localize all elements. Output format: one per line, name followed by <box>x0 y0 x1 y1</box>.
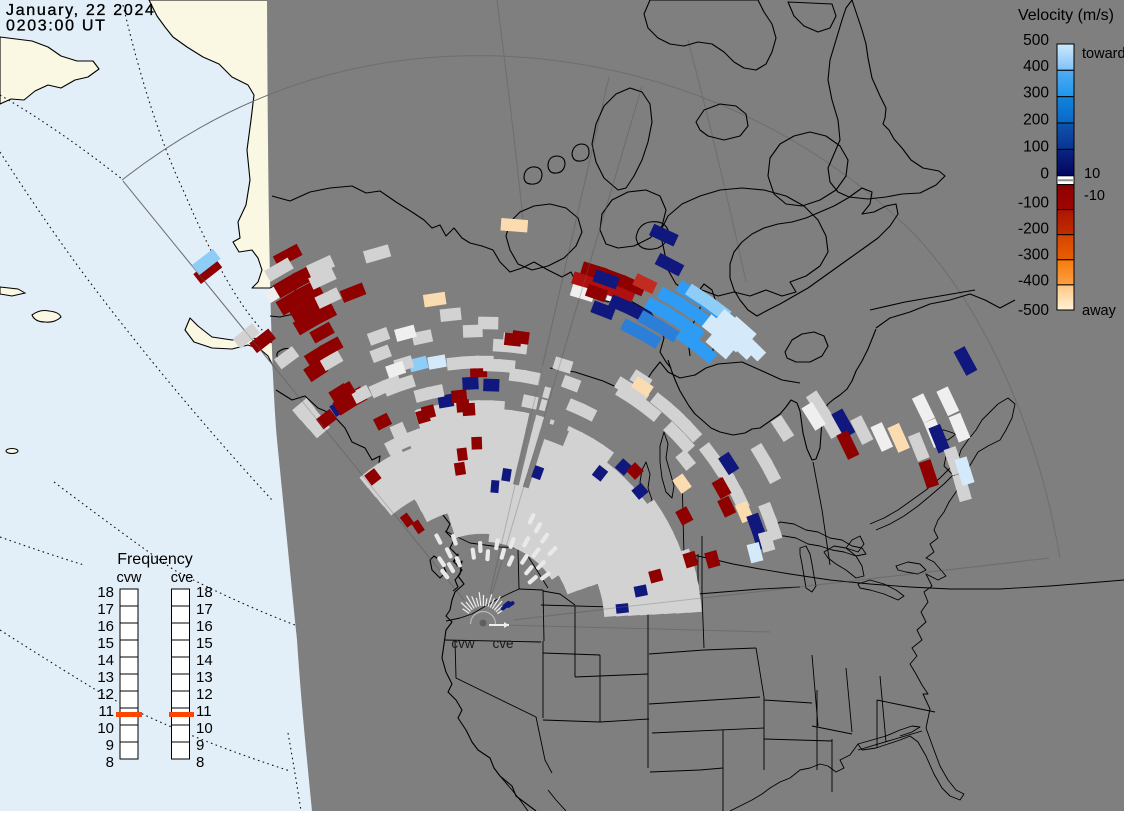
svg-text:18: 18 <box>196 584 213 601</box>
svg-text:16: 16 <box>97 618 114 635</box>
svg-text:0: 0 <box>1040 166 1049 183</box>
svg-text:cvw: cvw <box>117 570 143 586</box>
svg-text:17: 17 <box>97 601 114 618</box>
svg-text:-300: -300 <box>1018 247 1049 264</box>
svg-text:toward: toward <box>1082 46 1124 62</box>
svg-text:11: 11 <box>98 703 114 720</box>
svg-text:January, 22 2024: January, 22 2024 <box>6 2 156 19</box>
svg-text:300: 300 <box>1023 85 1049 102</box>
svg-text:12: 12 <box>196 686 213 703</box>
svg-text:Frequency: Frequency <box>117 551 193 568</box>
svg-text:-400: -400 <box>1018 273 1049 290</box>
svg-text:-500: -500 <box>1018 302 1049 319</box>
svg-text:Velocity (m/s): Velocity (m/s) <box>1018 7 1114 24</box>
svg-text:16: 16 <box>196 618 213 635</box>
svg-text:200: 200 <box>1023 112 1049 129</box>
svg-text:10: 10 <box>1084 166 1100 182</box>
svg-text:500: 500 <box>1023 32 1049 49</box>
svg-text:0203:00 UT: 0203:00 UT <box>6 18 107 35</box>
svg-text:10: 10 <box>196 720 213 737</box>
svg-text:17: 17 <box>196 601 213 618</box>
svg-text:8: 8 <box>106 754 114 771</box>
svg-text:10: 10 <box>97 720 114 737</box>
svg-text:11: 11 <box>196 703 212 720</box>
svg-text:-10: -10 <box>1084 188 1105 204</box>
svg-text:9: 9 <box>106 737 114 754</box>
svg-text:cve: cve <box>171 570 194 586</box>
svg-text:cvw: cvw <box>451 636 475 651</box>
svg-text:9: 9 <box>196 737 204 754</box>
svg-text:12: 12 <box>97 686 114 703</box>
svg-text:100: 100 <box>1023 139 1049 156</box>
svg-text:400: 400 <box>1023 58 1049 75</box>
svg-text:14: 14 <box>196 652 213 669</box>
svg-text:-200: -200 <box>1018 221 1049 238</box>
svg-text:18: 18 <box>97 584 114 601</box>
svg-text:8: 8 <box>196 754 204 771</box>
svg-text:14: 14 <box>97 652 114 669</box>
svg-text:15: 15 <box>196 635 213 652</box>
svg-text:cve: cve <box>492 636 513 651</box>
svg-text:13: 13 <box>196 669 213 686</box>
svg-text:15: 15 <box>97 635 114 652</box>
svg-text:away: away <box>1082 303 1117 319</box>
svg-text:13: 13 <box>97 669 114 686</box>
svg-text:-100: -100 <box>1018 195 1049 212</box>
